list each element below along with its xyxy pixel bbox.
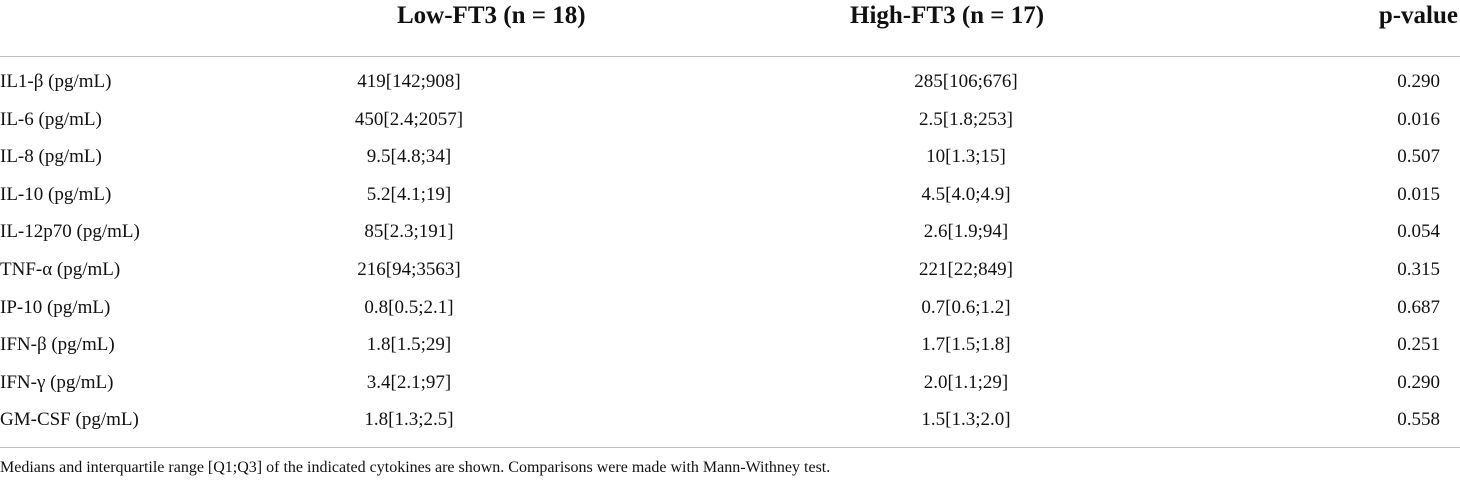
p-value: 0.054 (1397, 221, 1440, 243)
table-header-row: Low-FT3 (n = 18) High-FT3 (n = 17) p-val… (0, 0, 1460, 57)
high-ft3-value: 1.7[1.5;1.8] (921, 334, 1011, 356)
table-row: IFN-γ (pg/mL) 3.4[2.1;97] 2.0[1.1;29] 0.… (0, 364, 1460, 402)
table-row: IL-8 (pg/mL) 9.5[4.8;34] 10[1.3;15] 0.50… (0, 138, 1460, 176)
table-footnote: Medians and interquartile range [Q1;Q3] … (0, 459, 831, 476)
high-ft3-value: 10[1.3;15] (926, 146, 1006, 168)
table-row: IP-10 (pg/mL) 0.8[0.5;2.1] 0.7[0.6;1.2] … (0, 289, 1460, 327)
low-ft3-value: 1.8[1.3;2.5] (364, 409, 454, 431)
table-row: IL1-β (pg/mL) 419[142;908] 285[106;676] … (0, 63, 1460, 101)
table-row: GM-CSF (pg/mL) 1.8[1.3;2.5] 1.5[1.3;2.0]… (0, 401, 1460, 439)
low-ft3-value: 419[142;908] (357, 71, 461, 92)
p-value: 0.687 (1397, 296, 1440, 318)
high-ft3-value: 2.6[1.9;94] (923, 221, 1009, 243)
cytokine-name: IL-8 (pg/mL) (0, 146, 102, 168)
p-value: 0.507 (1397, 146, 1440, 168)
high-ft3-value: 221[22;849] (919, 258, 1013, 280)
p-value: 0.016 (1397, 108, 1440, 130)
low-ft3-value: 9.5[4.8;34] (366, 146, 452, 168)
cytokine-name: IP-10 (pg/mL) (0, 296, 111, 318)
cytokine-name: IFN-γ (pg/mL) (0, 371, 114, 393)
high-ft3-value: 0.7[0.6;1.2] (921, 296, 1011, 318)
cytokine-name: IL-12p70 (pg/mL) (0, 221, 140, 243)
low-ft3-value: 3.4[2.1;97] (366, 371, 452, 393)
p-value: 0.015 (1397, 183, 1440, 205)
header-low-ft3: Low-FT3 (n = 18) (397, 2, 586, 29)
cytokine-name: IFN-β (pg/mL) (0, 334, 115, 356)
p-value: 0.558 (1397, 409, 1440, 431)
table-row: TNF-α (pg/mL) 216[94;3563] 221[22;849] 0… (0, 251, 1460, 289)
low-ft3-value: 0.8[0.5;2.1] (364, 296, 454, 318)
low-ft3-value: 85[2.3;191] (364, 221, 454, 243)
cytokine-name: IL-10 (pg/mL) (0, 183, 112, 205)
header-high-ft3: High-FT3 (n = 17) (850, 2, 1045, 29)
table-body: IL1-β (pg/mL) 419[142;908] 285[106;676] … (0, 57, 1460, 439)
p-value: 0.290 (1397, 371, 1440, 393)
cytokine-name: TNF-α (pg/mL) (0, 258, 121, 280)
table-row: IL-12p70 (pg/mL) 85[2.3;191] 2.6[1.9;94]… (0, 213, 1460, 251)
cytokine-name: IL-6 (pg/mL) (0, 108, 102, 130)
table-row: IL-6 (pg/mL) 450[2.4;2057] 2.5[1.8;253] … (0, 101, 1460, 139)
low-ft3-value: 450[2.4;2057] (354, 108, 464, 130)
high-ft3-value: 2.5[1.8;253] (919, 108, 1013, 130)
cytokine-table: Low-FT3 (n = 18) High-FT3 (n = 17) p-val… (0, 0, 1460, 439)
table-row: IL-10 (pg/mL) 5.2[4.1;19] 4.5[4.0;4.9] 0… (0, 176, 1460, 214)
p-value: 0.290 (1397, 71, 1440, 92)
low-ft3-value: 5.2[4.1;19] (366, 183, 452, 205)
high-ft3-value: 4.5[4.0;4.9] (921, 183, 1011, 205)
cytokine-name: GM-CSF (pg/mL) (0, 409, 139, 431)
high-ft3-value: 285[106;676] (914, 71, 1018, 92)
p-value: 0.315 (1397, 258, 1440, 280)
cytokine-name: IL1-β (pg/mL) (0, 71, 112, 92)
header-p-value: p-value (1378, 2, 1458, 29)
p-value: 0.251 (1397, 334, 1440, 356)
table-bottom-divider (0, 447, 1460, 448)
low-ft3-value: 1.8[1.5;29] (366, 334, 452, 356)
high-ft3-value: 2.0[1.1;29] (923, 371, 1009, 393)
high-ft3-value: 1.5[1.3;2.0] (921, 409, 1011, 431)
table-row: IFN-β (pg/mL) 1.8[1.5;29] 1.7[1.5;1.8] 0… (0, 326, 1460, 364)
low-ft3-value: 216[94;3563] (357, 258, 461, 280)
